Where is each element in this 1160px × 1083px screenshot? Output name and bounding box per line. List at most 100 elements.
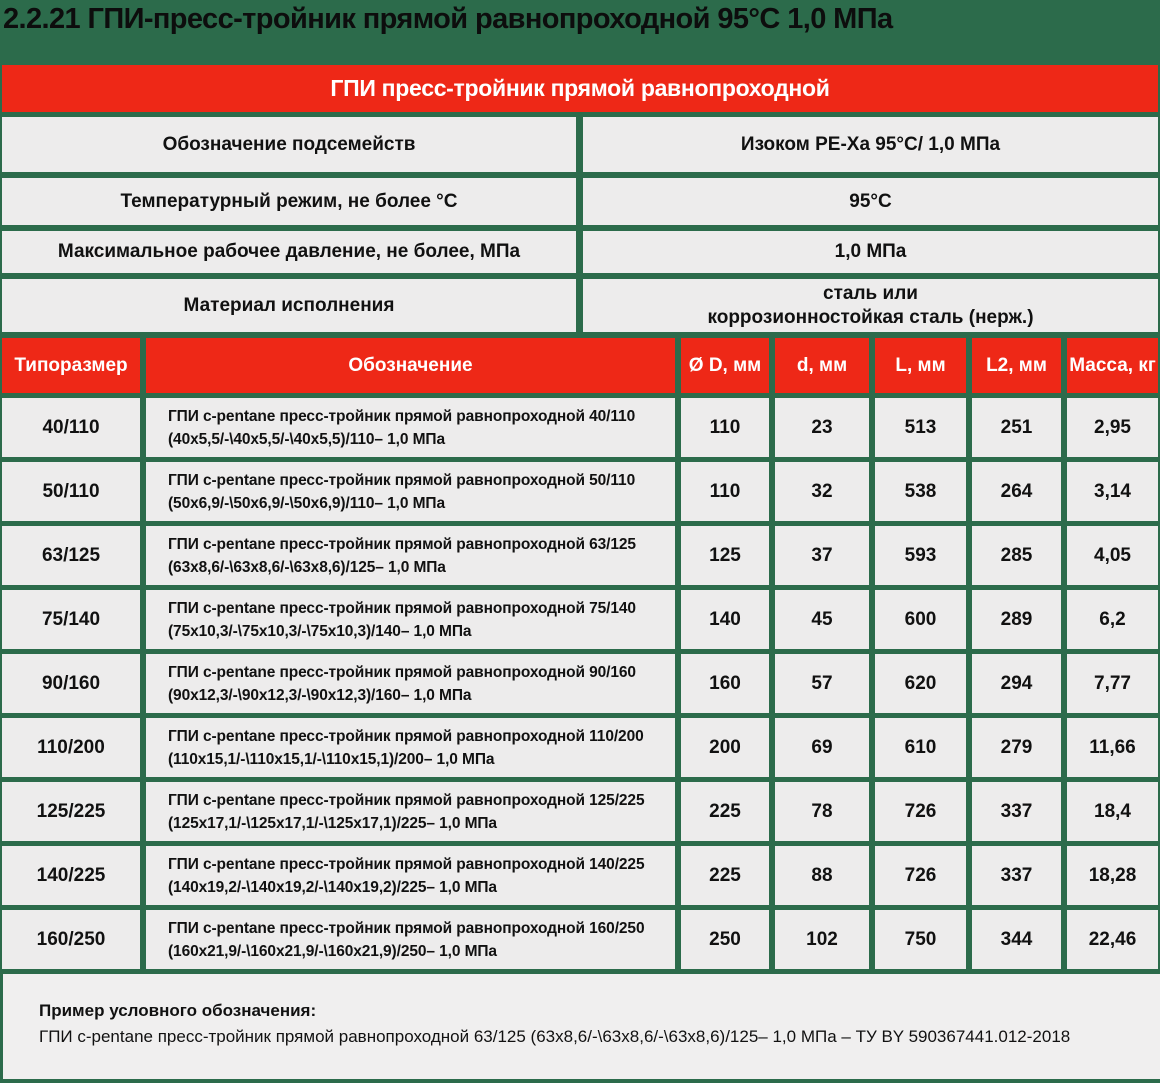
size-cell: 110/200: [2, 718, 140, 777]
spec-table: Обозначение подсемейств Изоком PE-Xa 95°…: [2, 117, 1158, 332]
l2-cell: 337: [972, 782, 1061, 841]
l-cell: 726: [875, 846, 966, 905]
spec-value: Изоком PE-Xa 95°С/ 1,0 МПа: [583, 117, 1158, 172]
spec-label-text: Обозначение подсемейств: [162, 133, 416, 155]
description-line1: ГПИ c-pentane пресс-тройник прямой равно…: [168, 855, 645, 873]
description-cell: ГПИ c-pentane пресс-тройник прямой равно…: [146, 910, 675, 969]
spec-value: 1,0 МПа: [583, 231, 1158, 273]
column-header-designation: Обозначение: [146, 338, 675, 393]
description-line2: (63x8,6/-\63x8,6/-\63x8,6)/125– 1,0 МПа: [168, 558, 446, 576]
description-line1: ГПИ c-pentane пресс-тройник прямой равно…: [168, 599, 636, 617]
l-cell: 600: [875, 590, 966, 649]
column-header-mass: Масса, кг: [1067, 338, 1158, 393]
size-cell: 75/140: [2, 590, 140, 649]
spec-label-text: Максимальное рабочее давление, не более,…: [57, 241, 521, 263]
mass-cell: 4,05: [1067, 526, 1158, 585]
size-cell: 40/110: [2, 398, 140, 457]
spec-value-text-line1: сталь или: [823, 283, 918, 305]
spec-value-text: 95°С: [849, 190, 892, 212]
outer-diameter-cell: 125: [681, 526, 769, 585]
l2-cell: 289: [972, 590, 1061, 649]
description-line1: ГПИ c-pentane пресс-тройник прямой равно…: [168, 471, 636, 489]
spec-label-text: Температурный режим, не более °С: [120, 190, 458, 212]
description-cell: ГПИ c-pentane пресс-тройник прямой равно…: [146, 398, 675, 457]
description-line2: (90x12,3/-\90x12,3/-\90x12,3)/160– 1,0 М…: [168, 686, 472, 704]
d-cell: 37: [775, 526, 869, 585]
l2-cell: 337: [972, 846, 1061, 905]
l2-cell: 279: [972, 718, 1061, 777]
mass-cell: 11,66: [1067, 718, 1158, 777]
outer-diameter-cell: 200: [681, 718, 769, 777]
mass-cell: 18,28: [1067, 846, 1158, 905]
outer-diameter-cell: 160: [681, 654, 769, 713]
l2-cell: 294: [972, 654, 1061, 713]
description-cell: ГПИ c-pentane пресс-тройник прямой равно…: [146, 846, 675, 905]
mass-cell: 22,46: [1067, 910, 1158, 969]
d-cell: 102: [775, 910, 869, 969]
l2-cell: 251: [972, 398, 1061, 457]
l-cell: 513: [875, 398, 966, 457]
column-header-d: d, мм: [775, 338, 869, 393]
mass-cell: 3,14: [1067, 462, 1158, 521]
mass-cell: 2,95: [1067, 398, 1158, 457]
size-cell: 125/225: [2, 782, 140, 841]
l2-cell: 344: [972, 910, 1061, 969]
description-line2: (110x15,1/-\110x15,1/-\110x15,1)/200– 1,…: [168, 750, 495, 768]
description-line2: (160x21,9/-\160x21,9/-\160x21,9)/250– 1,…: [168, 942, 497, 960]
description-line1: ГПИ c-pentane пресс-тройник прямой равно…: [168, 919, 645, 937]
description-line1: ГПИ c-pentane пресс-тройник прямой равно…: [168, 663, 636, 681]
footer-note-label: Пример условного обозначения:: [39, 1001, 317, 1020]
d-cell: 88: [775, 846, 869, 905]
description-cell: ГПИ c-pentane пресс-тройник прямой равно…: [146, 526, 675, 585]
outer-diameter-cell: 250: [681, 910, 769, 969]
size-cell: 50/110: [2, 462, 140, 521]
l-cell: 610: [875, 718, 966, 777]
size-cell: 63/125: [2, 526, 140, 585]
description-cell: ГПИ c-pentane пресс-тройник прямой равно…: [146, 462, 675, 521]
column-header-l: L, мм: [875, 338, 966, 393]
spec-label-text: Материал исполнения: [183, 294, 395, 316]
description-line2: (40x5,5/-\40x5,5/-\40x5,5)/110– 1,0 МПа: [168, 430, 445, 448]
d-cell: 32: [775, 462, 869, 521]
spec-value: сталь или коррозионностойкая сталь (нерж…: [583, 279, 1158, 332]
l2-cell: 285: [972, 526, 1061, 585]
spec-label: Максимальное рабочее давление, не более,…: [2, 231, 576, 273]
mass-cell: 6,2: [1067, 590, 1158, 649]
d-cell: 45: [775, 590, 869, 649]
description-cell: ГПИ c-pentane пресс-тройник прямой равно…: [146, 654, 675, 713]
product-banner-label: ГПИ пресс-тройник прямой равнопроходной: [330, 75, 830, 101]
d-cell: 57: [775, 654, 869, 713]
mass-cell: 7,77: [1067, 654, 1158, 713]
description-line1: ГПИ c-pentane пресс-тройник прямой равно…: [168, 791, 645, 809]
column-header-size: Типоразмер: [2, 338, 140, 393]
page-title: 2.2.21 ГПИ-пресс-тройник прямой равнопро…: [3, 3, 893, 35]
spec-label: Материал исполнения: [2, 279, 576, 332]
description-line1: ГПИ c-pentane пресс-тройник прямой равно…: [168, 535, 636, 553]
column-header-l2: L2, мм: [972, 338, 1061, 393]
outer-diameter-cell: 140: [681, 590, 769, 649]
column-header-outer-diameter: Ø D, мм: [681, 338, 769, 393]
product-table: Типоразмер Обозначение Ø D, мм d, мм L, …: [2, 338, 1158, 969]
mass-cell: 18,4: [1067, 782, 1158, 841]
footer-note-text: ГПИ c-pentane пресс-тройник прямой равно…: [39, 1027, 1071, 1046]
size-cell: 140/225: [2, 846, 140, 905]
l-cell: 620: [875, 654, 966, 713]
description-line2: (140x19,2/-\140x19,2/-\140x19,2)/225– 1,…: [168, 878, 497, 896]
d-cell: 78: [775, 782, 869, 841]
l-cell: 726: [875, 782, 966, 841]
description-line2: (50x6,9/-\50x6,9/-\50x6,9)/110– 1,0 МПа: [168, 494, 445, 512]
l-cell: 538: [875, 462, 966, 521]
l-cell: 593: [875, 526, 966, 585]
l-cell: 750: [875, 910, 966, 969]
size-cell: 90/160: [2, 654, 140, 713]
d-cell: 23: [775, 398, 869, 457]
description-cell: ГПИ c-pentane пресс-тройник прямой равно…: [146, 590, 675, 649]
footer-note: Пример условного обозначения: ГПИ c-pent…: [3, 974, 1160, 1079]
outer-diameter-cell: 110: [681, 398, 769, 457]
outer-diameter-cell: 110: [681, 462, 769, 521]
description-cell: ГПИ c-pentane пресс-тройник прямой равно…: [146, 718, 675, 777]
spec-label: Температурный режим, не более °С: [2, 178, 576, 225]
outer-diameter-cell: 225: [681, 846, 769, 905]
product-banner: ГПИ пресс-тройник прямой равнопроходной: [2, 65, 1158, 112]
description-cell: ГПИ c-pentane пресс-тройник прямой равно…: [146, 782, 675, 841]
